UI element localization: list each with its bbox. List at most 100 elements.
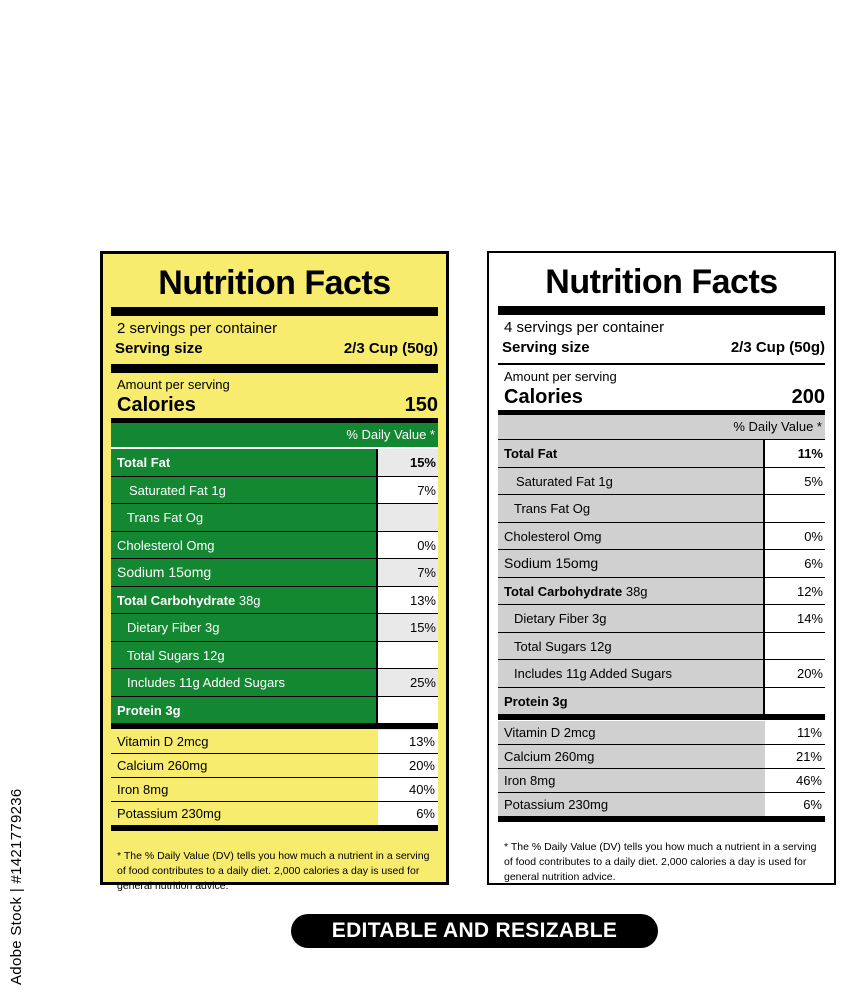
nutrient-pct <box>765 687 825 714</box>
nutrient-pct <box>378 641 438 668</box>
vitamin-pct: 11% <box>765 721 825 744</box>
nutrient-row-protein: Protein 3g <box>498 687 825 715</box>
label-title: Nutrition Facts <box>545 263 778 301</box>
vitamin-row: Iron 8mg 46% <box>498 769 825 793</box>
vitamin-label: Iron 8mg <box>111 778 378 801</box>
nutrient-label-amount: 38g <box>238 592 261 608</box>
nutrient-row-cholesterol: Cholesterol Omg 0% <box>111 531 438 559</box>
nutrient-label: Includes 11g Added Sugars <box>498 660 765 687</box>
nutrient-row-saturated-fat: Saturated Fat 1g 5% <box>498 467 825 495</box>
vitamin-pct: 20% <box>378 754 438 777</box>
nutrient-row-added-sugars: Includes 11g Added Sugars 25% <box>111 669 438 697</box>
calories-row: Calories 200 <box>498 384 825 410</box>
vitamin-row: Vitamin D 2mcg 13% <box>111 730 438 754</box>
nutrient-row-sodium: Sodium 15omg 6% <box>498 550 825 578</box>
divider <box>111 418 438 423</box>
vitamin-row: Calcium 260mg 20% <box>111 754 438 778</box>
servings-per-container: 4 servings per container <box>504 319 665 336</box>
divider <box>111 364 438 373</box>
vitamin-pct: 6% <box>378 802 438 825</box>
footnote: * The % Daily Value (DV) tells you how m… <box>117 850 430 892</box>
nutrient-row-total-fat: Total Fat 15% <box>111 449 438 477</box>
divider <box>498 410 825 415</box>
serving-size-value: 2/3 Cup (50g) <box>343 340 438 357</box>
stock-id-watermark: Adobe Stock | #1421779236 <box>8 788 25 985</box>
nutrient-pct: 6% <box>765 550 825 577</box>
amount-per-serving: Amount per serving <box>504 369 617 384</box>
nutrient-row-sodium: Sodium 15omg 7% <box>111 559 438 587</box>
divider <box>498 817 825 822</box>
nutrient-pct <box>378 696 438 723</box>
nutrient-row-protein: Protein 3g <box>111 696 438 724</box>
nutrient-label: Total Sugars 12g <box>498 632 765 659</box>
vitamin-pct: 13% <box>378 730 438 753</box>
nutrient-row-total-sugars: Total Sugars 12g <box>498 632 825 660</box>
vitamin-label: Potassium 230mg <box>498 793 765 816</box>
serving-size-row: Serving size 2/3 Cup (50g) <box>111 338 438 364</box>
vitamin-table: Vitamin D 2mcg 13% Calcium 260mg 20% Iron … <box>111 730 438 826</box>
calories-label: Calories <box>117 394 196 416</box>
nutrient-pct: 25% <box>378 669 438 696</box>
nutrient-label-bold: Total Carbohydrate <box>504 583 623 599</box>
editable-banner: EDITABLE AND RESIZABLE <box>291 914 658 948</box>
serving-size-label: Serving size <box>502 339 590 356</box>
divider <box>111 826 438 831</box>
vitamin-row: Potassium 230mg 6% <box>111 802 438 826</box>
daily-value-header: % Daily Value * <box>498 415 825 440</box>
serving-size-label: Serving size <box>115 340 203 357</box>
nutrient-row-cholesterol: Cholesterol Omg 0% <box>498 522 825 550</box>
nutrient-label: Cholesterol Omg <box>111 531 378 558</box>
nutrient-pct: 15% <box>378 614 438 641</box>
nutrient-label: Sodium 15omg <box>498 550 765 577</box>
nutrient-label: Trans Fat Og <box>111 504 378 531</box>
vitamin-label: Potassium 230mg <box>111 802 378 825</box>
nutrient-pct <box>378 504 438 531</box>
vitamin-label: Iron 8mg <box>498 769 765 792</box>
nutrient-label: Protein 3g <box>498 687 765 714</box>
nutrient-table: Total Fat 11% Saturated Fat 1g 5% Trans Fa… <box>498 440 825 715</box>
vitamin-row: Calcium 260mg 21% <box>498 745 825 769</box>
divider <box>111 307 438 316</box>
vitamin-pct: 6% <box>765 793 825 816</box>
nutrient-label: Sodium 15omg <box>111 559 378 586</box>
nutrient-label: Saturated Fat 1g <box>498 467 765 494</box>
nutrient-label: Total Carbohydrate 38g <box>498 577 765 604</box>
calories-value: 150 <box>404 394 438 416</box>
nutrient-row-dietary-fiber: Dietary Fiber 3g 15% <box>111 614 438 642</box>
nutrient-label: Total Fat <box>111 449 378 476</box>
vitamin-pct: 40% <box>378 778 438 801</box>
nutrient-pct: 0% <box>378 531 438 558</box>
nutrient-pct: 11% <box>765 440 825 467</box>
divider <box>498 363 825 365</box>
vitamin-pct: 21% <box>765 745 825 768</box>
nutrient-row-saturated-fat: Saturated Fat 1g 7% <box>111 476 438 504</box>
nutrient-label-amount: 38g <box>625 583 648 599</box>
nutrient-label: Total Carbohydrate 38g <box>111 586 378 613</box>
footnote: * The % Daily Value (DV) tells you how m… <box>504 841 817 883</box>
servings-per-container: 2 servings per container <box>117 320 278 337</box>
calories-row: Calories 150 <box>111 392 438 418</box>
nutrient-table: Total Fat 15% Saturated Fat 1g 7% Trans Fa… <box>111 449 438 724</box>
calories-value: 200 <box>791 386 825 408</box>
divider <box>498 715 825 720</box>
nutrient-label: Protein 3g <box>111 696 378 723</box>
nutrient-pct <box>765 495 825 522</box>
nutrient-label: Includes 11g Added Sugars <box>111 669 378 696</box>
vitamin-row: Vitamin D 2mcg 11% <box>498 721 825 745</box>
nutrient-row-total-carbohydrate: Total Carbohydrate 38g 12% <box>498 577 825 605</box>
calories-label: Calories <box>504 386 583 408</box>
nutrient-pct: 12% <box>765 577 825 604</box>
nutrient-row-total-carbohydrate: Total Carbohydrate 38g 13% <box>111 586 438 614</box>
nutrient-label: Total Sugars 12g <box>111 641 378 668</box>
nutrient-label: Dietary Fiber 3g <box>498 605 765 632</box>
vitamin-row: Potassium 230mg 6% <box>498 793 825 817</box>
nutrient-label: Cholesterol Omg <box>498 522 765 549</box>
nutrient-pct: 5% <box>765 467 825 494</box>
nutrition-label-yellow: Nutrition Facts 2 servings per container… <box>100 251 449 892</box>
nutrient-row-trans-fat: Trans Fat Og <box>111 504 438 532</box>
nutrient-label: Total Fat <box>498 440 765 467</box>
amount-per-serving: Amount per serving <box>117 377 230 392</box>
nutrient-pct: 14% <box>765 605 825 632</box>
vitamin-row: Iron 8mg 40% <box>111 778 438 802</box>
vitamin-table: Vitamin D 2mcg 11% Calcium 260mg 21% Iron … <box>498 721 825 817</box>
